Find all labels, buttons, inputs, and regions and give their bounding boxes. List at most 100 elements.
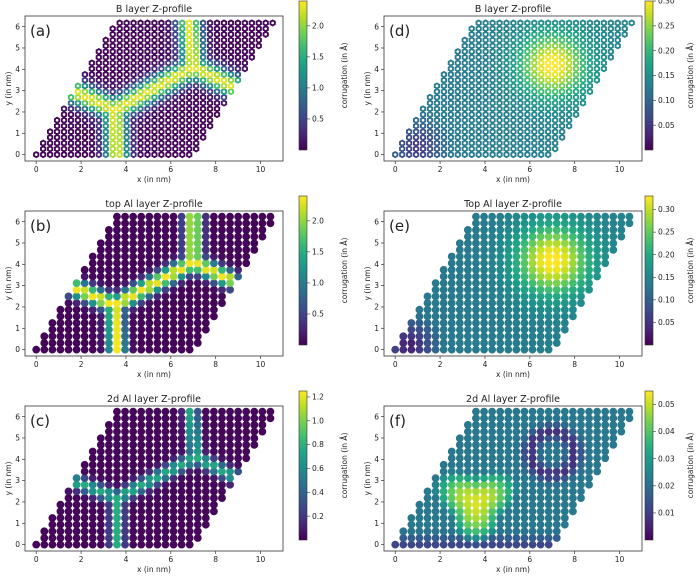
lattice-point — [121, 339, 129, 347]
lattice-hole — [463, 38, 467, 42]
lattice-hole — [173, 130, 177, 134]
lattice-point — [488, 226, 497, 234]
lattice-point — [577, 245, 585, 254]
lattice-point — [96, 487, 105, 496]
lattice-hole — [574, 44, 578, 48]
lattice-hole — [104, 141, 108, 145]
colorbar-tick-label: 0.15 — [658, 71, 675, 80]
lattice-point — [520, 520, 529, 529]
lattice-point — [488, 534, 497, 542]
lattice-hole — [187, 113, 191, 116]
lattice-point — [88, 514, 97, 522]
lattice-hole — [173, 153, 177, 156]
lattice-hole — [90, 153, 94, 156]
lattice-point — [552, 232, 561, 241]
lattice-point — [520, 305, 529, 314]
lattice-hole — [215, 55, 219, 59]
lattice-point — [512, 460, 521, 469]
lattice-point — [585, 245, 593, 254]
lattice-hole — [62, 118, 66, 122]
lattice-point — [242, 232, 251, 241]
lattice-point — [185, 332, 194, 341]
lattice-hole — [187, 96, 191, 99]
lattice-hole — [553, 73, 557, 76]
lattice-point — [463, 480, 472, 489]
lattice-point — [415, 325, 424, 334]
lattice-hole — [90, 101, 94, 105]
lattice-point — [169, 460, 178, 469]
lattice-point — [463, 259, 472, 268]
lattice-point — [145, 467, 154, 476]
lattice-point — [415, 534, 424, 542]
lattice-point — [536, 285, 545, 294]
lattice-point — [250, 427, 259, 436]
lattice-point — [568, 279, 577, 288]
lattice-point — [88, 325, 97, 334]
lattice-point — [552, 319, 561, 327]
lattice-point — [431, 325, 440, 334]
lattice-point — [455, 239, 464, 248]
colorbar-label: corrugation (in Å) — [686, 43, 695, 109]
lattice-point — [496, 239, 505, 248]
lattice-hole — [104, 38, 108, 42]
lattice-point — [104, 507, 113, 516]
lattice-point — [185, 312, 194, 321]
lattice-point — [560, 272, 569, 281]
lattice-point — [250, 232, 259, 241]
lattice-point — [528, 480, 537, 489]
lattice-point — [169, 487, 178, 496]
lattice-point — [423, 345, 432, 354]
lattice-hole — [132, 136, 135, 139]
lattice-hole — [55, 141, 59, 145]
lattice-point — [439, 480, 448, 489]
lattice-point — [544, 414, 553, 423]
lattice-point — [153, 265, 162, 274]
lattice-hole — [512, 21, 515, 25]
lattice-hole — [90, 73, 94, 76]
lattice-point — [218, 440, 226, 449]
x-tick-label: 0 — [34, 360, 39, 369]
lattice-hole — [498, 147, 501, 151]
lattice-point — [568, 226, 577, 234]
lattice-point — [480, 427, 488, 436]
lattice-hole — [167, 90, 170, 93]
lattice-hole — [435, 90, 439, 93]
lattice-point — [201, 520, 210, 529]
lattice-hole — [526, 136, 529, 139]
lattice-hole — [456, 153, 460, 156]
panel-title: B layer Z-profile — [116, 4, 192, 15]
lattice-point — [193, 514, 202, 522]
lattice-point — [480, 332, 488, 341]
lattice-point — [169, 219, 178, 228]
lattice-hole — [83, 107, 87, 111]
lattice-point — [552, 487, 561, 496]
lattice-point — [520, 325, 529, 334]
lattice-point — [185, 305, 194, 314]
lattice-point — [512, 265, 521, 274]
lattice-point — [226, 272, 234, 281]
lattice-point — [234, 239, 243, 248]
lattice-point — [512, 239, 521, 248]
lattice-hole — [539, 141, 543, 145]
lattice-hole — [477, 84, 481, 88]
lattice-point — [145, 414, 154, 423]
lattice-hole — [477, 113, 481, 116]
lattice-point — [512, 339, 521, 347]
lattice-point — [472, 259, 480, 268]
lattice-point — [552, 474, 561, 483]
lattice-point — [480, 414, 488, 423]
lattice-point — [129, 480, 138, 489]
y-tick-label: 1 — [15, 519, 20, 528]
lattice-point — [601, 447, 610, 456]
lattice-hole — [560, 118, 564, 122]
lattice-point — [407, 339, 416, 347]
lattice-point — [399, 339, 408, 347]
lattice-hole — [567, 73, 571, 76]
lattice-hole — [208, 61, 212, 65]
lattice-hole — [132, 147, 135, 151]
lattice-hole — [491, 147, 494, 151]
lattice-point — [512, 332, 521, 341]
lattice-point — [161, 212, 170, 221]
lattice-point — [201, 427, 210, 436]
lattice-point — [496, 299, 505, 307]
